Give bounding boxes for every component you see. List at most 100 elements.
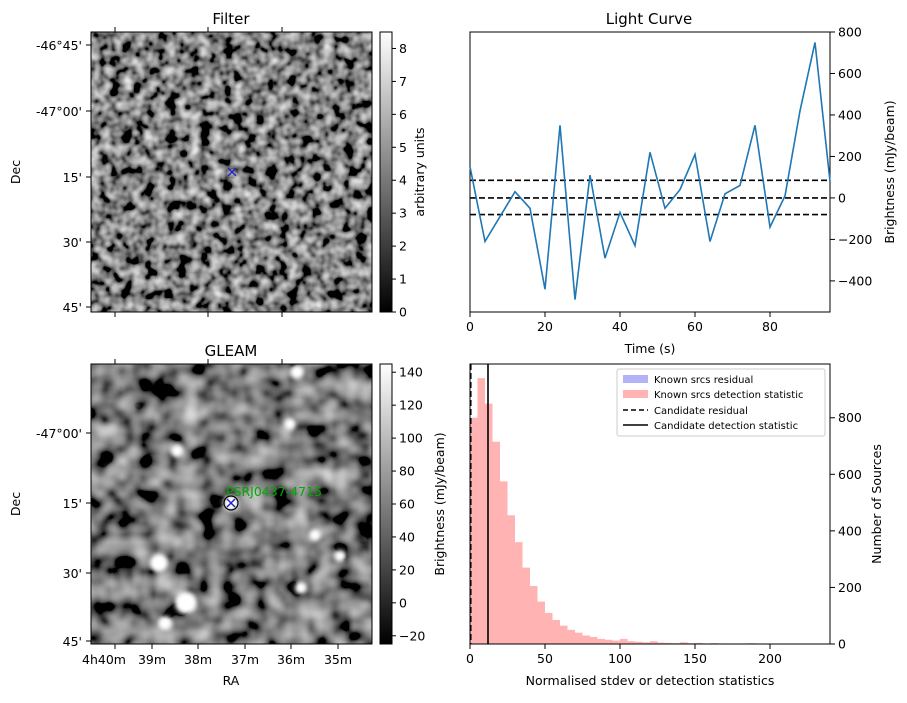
histogram-yticks: 0 200 400 600 800 [830, 410, 862, 651]
histogram-bar [478, 378, 486, 644]
gleam-xtick-label: 38m [184, 652, 212, 667]
colorbar-tick-label: −20 [399, 628, 425, 643]
ytick-label: 600 [838, 66, 862, 81]
colorbar-tick-label: 6 [399, 107, 407, 122]
colorbar-tick-label: 3 [399, 206, 407, 221]
gleam-source-annotation: PSRJ0437-4715 [226, 484, 322, 499]
ytick-label: 200 [838, 149, 862, 164]
legend-label: Candidate residual [654, 406, 748, 417]
histogram-legend: Known srcs residual Known srcs detection… [617, 369, 825, 436]
lightcurve-axes [470, 32, 830, 312]
histogram-bar [523, 568, 531, 644]
colorbar-tick-label: 0 [399, 305, 407, 320]
histogram-ylabel: Number of Sources [869, 444, 884, 564]
gleam-panel: GLEAM [8, 342, 447, 688]
colorbar-tick-label: 120 [399, 398, 423, 413]
xtick-label: 60 [687, 319, 703, 334]
xtick-label: 50 [537, 651, 553, 666]
gleam-xlabel: RA [223, 673, 240, 688]
lightcurve-xticks: 0 20 40 60 80 [466, 312, 778, 334]
histogram-bar [620, 639, 628, 644]
colorbar-tick-label: 20 [399, 562, 415, 577]
xtick-label: 0 [466, 651, 474, 666]
histogram-bar [613, 641, 621, 644]
histogram-bar [605, 640, 613, 644]
histogram-bar [560, 626, 568, 644]
colorbar-tick-label: 7 [399, 74, 407, 89]
ytick-label: 200 [838, 580, 862, 595]
histogram-bar [568, 630, 576, 644]
filter-colorbar-label: arbitrary units [412, 127, 427, 216]
gleam-xtick-label: 35m [324, 652, 352, 667]
histogram-bar [598, 639, 606, 644]
gleam-xtick-label: 36m [277, 652, 305, 667]
xtick-label: 80 [762, 319, 778, 334]
colorbar-tick-label: 60 [399, 497, 415, 512]
histogram-bar [508, 515, 516, 644]
gleam-ytick-label: 15' [63, 496, 82, 511]
ytick-label: −400 [838, 273, 872, 288]
ytick-label: −200 [838, 232, 872, 247]
histogram-xlabel: Normalised stdev or detection statistics [526, 673, 775, 688]
filter-colorbar [380, 32, 392, 312]
gleam-ytick-label: -47°00' [36, 426, 82, 441]
histogram-bar [575, 633, 583, 644]
filter-ytick-label: 30' [63, 235, 82, 250]
histogram-bar [515, 542, 523, 644]
filter-ytick-label: -46°45' [36, 38, 82, 53]
xtick-label: 100 [608, 651, 632, 666]
ytick-label: 800 [838, 25, 862, 40]
lightcurve-title: Light Curve [606, 10, 692, 28]
gleam-xtick-label: 4h40m [82, 652, 126, 667]
colorbar-tick-label: 80 [399, 464, 415, 479]
colorbar-tick-label: 1 [399, 272, 407, 287]
histogram-bar [553, 620, 561, 644]
ytick-label: 800 [838, 410, 862, 425]
gleam-xtick-label: 37m [231, 652, 259, 667]
filter-ytick-label: 15' [63, 170, 82, 185]
histogram-bar [493, 442, 501, 644]
xtick-label: 150 [683, 651, 707, 666]
lightcurve-ylabel: Brightness (mJy/beam) [882, 100, 897, 243]
xtick-label: 40 [612, 319, 628, 334]
legend-label: Candidate detection statistic [654, 421, 798, 432]
histogram-bar [500, 481, 508, 644]
histogram-bar [538, 602, 546, 644]
gleam-ylabel: Dec [8, 492, 23, 516]
filter-panel: Filter -46°45' -4 [8, 10, 427, 320]
lightcurve-xlabel: Time (s) [624, 341, 676, 356]
colorbar-tick-label: 40 [399, 529, 415, 544]
filter-ylabel: Dec [8, 160, 23, 184]
histogram-panel: 0 50 100 150 200 0 200 400 600 800 Normalised st… [466, 364, 884, 688]
colorbar-tick-label: 4 [399, 173, 407, 188]
gleam-colorbar-label: Brightness (mJy/beam) [432, 432, 447, 575]
histogram-xticks: 0 50 100 150 200 [466, 644, 782, 666]
histogram-bar [590, 637, 598, 644]
ytick-label: 600 [838, 467, 862, 482]
gleam-ytick-label: 30' [63, 566, 82, 581]
histogram-bar [530, 586, 538, 644]
ytick-label: 0 [838, 637, 846, 652]
colorbar-tick-label: 8 [399, 41, 407, 56]
filter-ytick-label: 45' [63, 300, 82, 315]
gleam-ytick-label: 45' [63, 634, 82, 649]
histogram-bar [545, 613, 553, 644]
histogram-bar [583, 636, 591, 644]
gleam-title: GLEAM [205, 342, 258, 360]
ytick-label: 400 [838, 107, 862, 122]
colorbar-tick-label: 140 [399, 365, 423, 380]
filter-title: Filter [212, 10, 250, 28]
ytick-label: 400 [838, 523, 862, 538]
gleam-colorbar [380, 364, 392, 644]
legend-swatch-detection [623, 390, 648, 398]
xtick-label: 0 [466, 319, 474, 334]
xtick-label: 20 [537, 319, 553, 334]
xtick-label: 200 [758, 651, 782, 666]
legend-swatch-residual [623, 375, 648, 383]
filter-ytick-label: -47°00' [36, 104, 82, 119]
lightcurve-panel: Light Curve 0 20 40 60 80 −400 −200 0 200 400 600… [466, 10, 897, 356]
colorbar-tick-label: 5 [399, 140, 407, 155]
